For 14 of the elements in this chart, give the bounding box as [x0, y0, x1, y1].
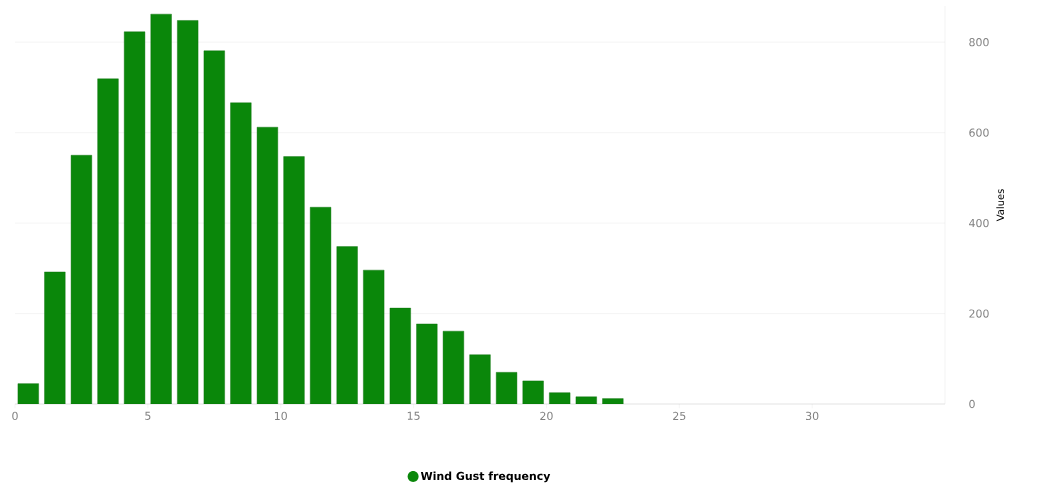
y-tick-label: 200 [969, 309, 989, 318]
x-tick-label: 0 [12, 411, 18, 421]
x-tick-label: 25 [673, 411, 686, 421]
y-axis-title: Values [996, 189, 1004, 222]
x-tick-label: 30 [806, 411, 819, 421]
x-tick-label: 5 [145, 411, 151, 420]
legend-label: Wind Gust frequency [420, 471, 551, 483]
y-tick-label: 400 [969, 218, 989, 228]
x-tick-label: 10 [274, 411, 287, 421]
x-tick-label: 20 [540, 411, 553, 421]
y-tick-label: 0 [969, 399, 975, 409]
y-tick-label: 600 [969, 128, 989, 137]
y-tick-label: 800 [969, 38, 989, 47]
x-tick-label: 15 [407, 411, 420, 420]
